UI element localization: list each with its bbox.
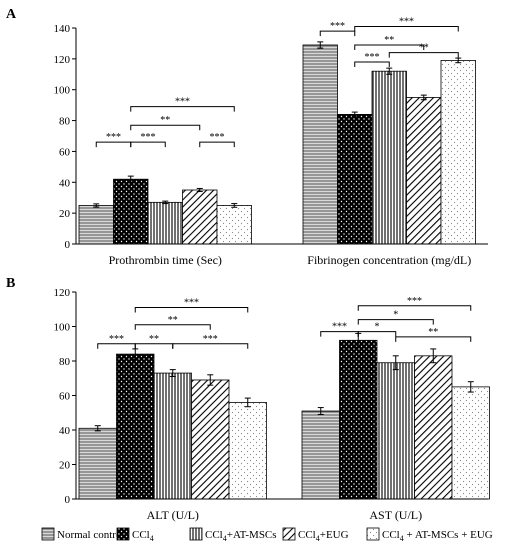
y-tick-label: 20 bbox=[59, 460, 71, 472]
bar bbox=[78, 205, 114, 245]
significance-label: *** bbox=[141, 132, 156, 143]
significance-bracket bbox=[130, 141, 166, 148]
significance-label: ** bbox=[419, 43, 429, 54]
y-tick-label: 60 bbox=[59, 146, 71, 158]
significance-label: * bbox=[393, 310, 398, 321]
legend-swatch bbox=[366, 527, 380, 541]
y-tick-label: 60 bbox=[59, 391, 71, 403]
bar bbox=[339, 339, 378, 500]
chart-panel-a: 0 20 40 60 80 100 120 140 Prothrombin time (Sec)… bbox=[54, 16, 488, 267]
bar bbox=[191, 379, 230, 500]
significance-bracket bbox=[134, 324, 211, 330]
category-label: ALT (U/L) bbox=[147, 508, 199, 522]
bar bbox=[451, 386, 490, 500]
significance-bracket bbox=[357, 305, 472, 311]
significance-label: *** bbox=[184, 298, 199, 309]
significance-label: ** bbox=[168, 315, 178, 326]
category-label: Fibrinogen concentration (mg/dL) bbox=[307, 253, 471, 267]
significance-bracket bbox=[134, 307, 249, 313]
bar bbox=[182, 189, 218, 245]
significance-bracket bbox=[395, 336, 472, 342]
y-tick-label: 120 bbox=[54, 54, 71, 66]
bar bbox=[376, 362, 415, 500]
significance-label: *** bbox=[365, 52, 380, 63]
significance-label: ** bbox=[149, 334, 159, 345]
y-tick-label: 100 bbox=[54, 322, 71, 334]
bar bbox=[147, 201, 183, 245]
y-tick-label: 100 bbox=[54, 85, 71, 97]
panel-label-a: A bbox=[6, 7, 17, 22]
bar bbox=[301, 410, 340, 500]
category-label: Prothrombin time (Sec) bbox=[109, 253, 222, 267]
bar bbox=[216, 205, 252, 245]
significance-label: *** bbox=[203, 334, 218, 345]
y-tick-label: 80 bbox=[59, 356, 71, 368]
legend-label: CCl4​ bbox=[132, 529, 154, 543]
significance-bracket bbox=[319, 30, 356, 37]
significance-label: ** bbox=[384, 35, 394, 46]
significance-bracket bbox=[354, 44, 425, 50]
bar bbox=[406, 97, 442, 245]
significance-bracket bbox=[172, 343, 249, 349]
significance-label: *** bbox=[330, 21, 345, 32]
bar bbox=[337, 114, 373, 245]
legend-swatch bbox=[41, 527, 55, 541]
bar bbox=[153, 372, 192, 500]
significance-label: * bbox=[375, 322, 380, 333]
legend-label: CCl4​ + AT-MSCs + EUG bbox=[382, 529, 493, 543]
y-tick-label: 0 bbox=[65, 494, 71, 506]
bar bbox=[113, 178, 149, 245]
y-tick-label: 20 bbox=[59, 208, 71, 220]
y-tick-label: 120 bbox=[54, 287, 71, 299]
category-label: AST (U/L) bbox=[369, 508, 422, 522]
significance-label: *** bbox=[399, 16, 414, 27]
significance-bracket bbox=[388, 52, 459, 58]
y-tick-label: 140 bbox=[54, 23, 71, 35]
bar bbox=[414, 355, 453, 500]
significance-label: *** bbox=[407, 296, 422, 307]
legend-swatch bbox=[116, 527, 130, 541]
legend-label: CCl4​+AT-MSCs bbox=[205, 529, 277, 543]
legend: Normal control CCl4​ CCl4​+AT-MSCs CCl4​+EU… bbox=[41, 527, 493, 543]
legend-label: Normal control bbox=[57, 529, 125, 541]
panel-label-b: B bbox=[6, 276, 15, 291]
significance-label: *** bbox=[109, 334, 124, 345]
significance-label: *** bbox=[175, 97, 190, 108]
legend-label: CCl4​+EUG bbox=[298, 529, 349, 543]
legend-swatch bbox=[282, 527, 296, 541]
significance-label: ** bbox=[428, 327, 438, 338]
y-tick-label: 80 bbox=[59, 116, 71, 128]
significance-bracket bbox=[199, 141, 235, 148]
significance-bracket bbox=[130, 124, 201, 131]
bar bbox=[302, 44, 338, 245]
bar bbox=[78, 427, 117, 500]
y-tick-label: 40 bbox=[59, 177, 71, 189]
y-tick-label: 40 bbox=[59, 425, 71, 437]
significance-label: ** bbox=[160, 115, 170, 126]
significance-bracket bbox=[357, 331, 397, 337]
bar bbox=[116, 353, 155, 500]
significance-bracket bbox=[354, 25, 459, 32]
significance-label: *** bbox=[106, 132, 121, 143]
bar bbox=[228, 401, 267, 500]
significance-label: *** bbox=[210, 132, 225, 143]
significance-label: *** bbox=[332, 322, 347, 333]
significance-bracket bbox=[354, 61, 390, 67]
significance-bracket bbox=[130, 106, 235, 112]
bar bbox=[440, 60, 476, 245]
legend-swatch bbox=[189, 527, 203, 541]
y-tick-label: 0 bbox=[65, 239, 71, 251]
bar bbox=[371, 70, 407, 245]
significance-bracket bbox=[357, 319, 434, 325]
